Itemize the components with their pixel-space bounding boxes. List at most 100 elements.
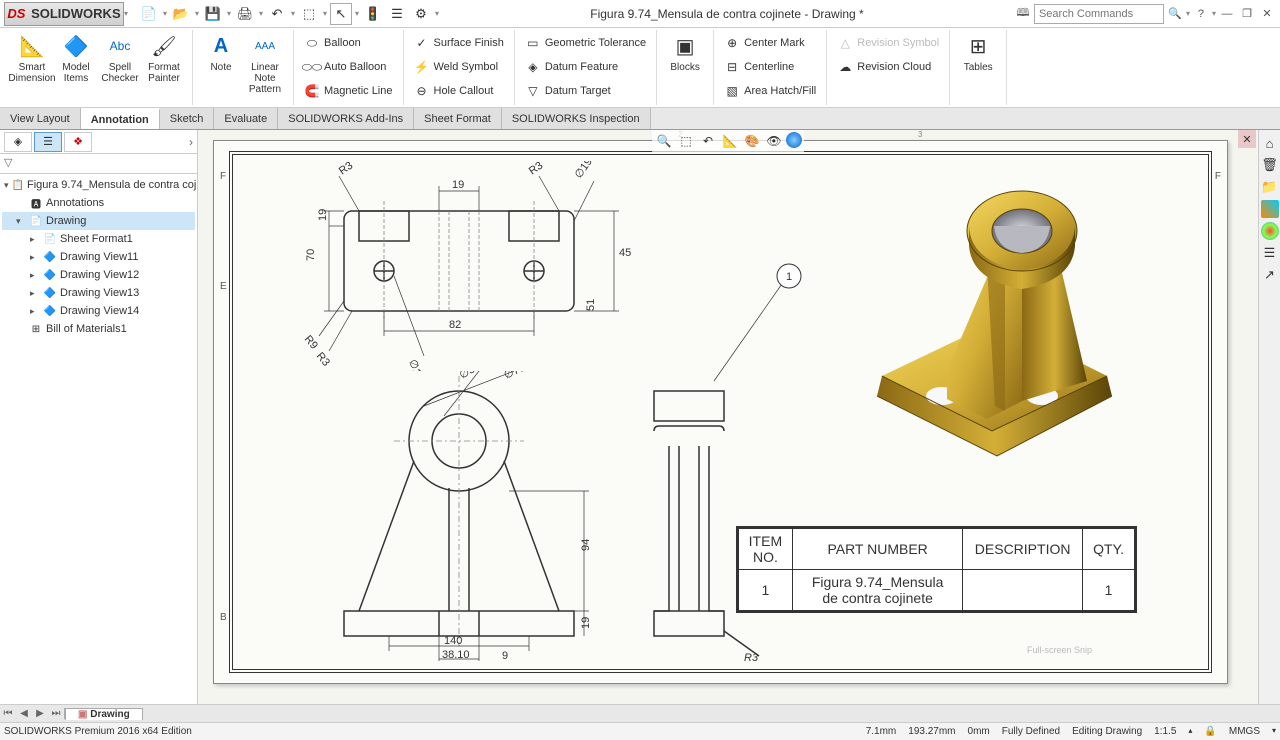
- qat-open[interactable]: 📂: [170, 3, 192, 25]
- center-mark-button[interactable]: ⊕Center Mark: [724, 32, 816, 54]
- sb-tab-2[interactable]: ☰: [34, 132, 62, 152]
- feature-manager-panel: ◈ ☰ ❖ › ▽ ▾📋Figura 9.74_Mensula de contr…: [0, 130, 198, 704]
- magnetic-line-button[interactable]: 🧲Magnetic Line: [304, 80, 393, 102]
- qat-settings[interactable]: ⚙: [410, 3, 432, 25]
- tree-view12[interactable]: ▸🔷Drawing View12: [2, 266, 195, 284]
- tab-view-layout[interactable]: View Layout: [0, 108, 81, 129]
- revision-symbol-button[interactable]: △Revision Symbol: [837, 32, 939, 54]
- rb-file-icon[interactable]: 📁: [1261, 178, 1279, 196]
- vt-section[interactable]: 📐: [720, 132, 740, 150]
- tree-bom[interactable]: ⊞Bill of Materials1: [2, 320, 195, 338]
- tree-sheet-format[interactable]: ▸📄Sheet Format1: [2, 230, 195, 248]
- qat-save[interactable]: 💾: [202, 3, 224, 25]
- geometric-tolerance-button[interactable]: ▭Geometric Tolerance: [525, 32, 646, 54]
- status-lock-icon[interactable]: 🔒: [1204, 726, 1216, 737]
- tab-inspection[interactable]: SOLIDWORKS Inspection: [502, 108, 651, 129]
- restore-button[interactable]: ❐: [1238, 5, 1256, 23]
- balloon-button[interactable]: ⬭Balloon: [304, 32, 393, 54]
- tree-view14[interactable]: ▸🔷Drawing View14: [2, 302, 195, 320]
- area-hatch-button[interactable]: ▧Area Hatch/Fill: [724, 80, 816, 102]
- vt-prev[interactable]: ↶: [698, 132, 718, 150]
- sidebar-collapse-icon[interactable]: ›: [189, 135, 193, 149]
- isometric-view: [847, 171, 1127, 461]
- smart-dimension-button[interactable]: 📐Smart Dimension: [10, 30, 54, 86]
- datum-feature-button[interactable]: ◈Datum Feature: [525, 56, 646, 78]
- rb-palette-icon[interactable]: [1261, 200, 1279, 218]
- linear-note-pattern-button[interactable]: AAALinear Note Pattern: [243, 30, 287, 97]
- search-go-icon[interactable]: 🔍: [1166, 5, 1184, 23]
- auto-balloon-button[interactable]: ⬭⬭Auto Balloon: [304, 56, 393, 78]
- blocks-button[interactable]: ▣Blocks: [663, 30, 707, 75]
- tab-addins[interactable]: SOLIDWORKS Add-Ins: [278, 108, 414, 129]
- status-z: 0mm: [968, 726, 990, 737]
- svg-text:R3: R3: [527, 161, 545, 177]
- vt-display[interactable]: 🎨: [742, 132, 762, 150]
- title-bar: DS SOLIDWORKS ▾ 📄▾ 📂▾ 💾▾ 🖨▾ ↶▾ ⬚▾ ↖▾ 🚦 ☰…: [0, 0, 1280, 28]
- bom-header-item: ITEM NO.: [738, 529, 792, 570]
- drawing-canvas[interactable]: 🔍 ⬚ ↶ 📐 🎨 👁 2 3 F E B F: [198, 130, 1258, 704]
- status-units[interactable]: MMGS: [1229, 726, 1260, 737]
- tree-view13[interactable]: ▸🔷Drawing View13: [2, 284, 195, 302]
- svg-text:51: 51: [585, 299, 597, 311]
- minimize-button[interactable]: —: [1218, 5, 1236, 23]
- status-mode: Editing Drawing: [1072, 726, 1142, 737]
- tree-root[interactable]: ▾📋Figura 9.74_Mensula de contra cojin: [2, 176, 195, 194]
- tables-button[interactable]: ⊞Tables: [956, 30, 1000, 75]
- revision-cloud-button[interactable]: ☁Revision Cloud: [837, 56, 939, 78]
- sidebar-filter[interactable]: ▽: [0, 154, 197, 174]
- close-button[interactable]: ✕: [1258, 5, 1276, 23]
- sb-tab-3[interactable]: ❖: [64, 132, 92, 152]
- doc-close-button[interactable]: ✕: [1238, 130, 1256, 148]
- note-button[interactable]: ANote: [199, 30, 243, 97]
- search-commands-input[interactable]: [1034, 4, 1164, 24]
- sheet-nav-prev[interactable]: ◀: [16, 708, 32, 719]
- vt-style[interactable]: [786, 132, 802, 148]
- vt-zoom-area[interactable]: ⬚: [676, 132, 696, 150]
- rb-home-icon[interactable]: ⌂: [1261, 134, 1279, 152]
- sidebar-tabs: ◈ ☰ ❖ ›: [0, 130, 197, 154]
- search-icon: 🕮: [1014, 5, 1032, 23]
- status-state: Fully Defined: [1002, 726, 1060, 737]
- rb-appearance-icon[interactable]: [1261, 222, 1279, 240]
- qat-new[interactable]: 📄: [138, 3, 160, 25]
- qat-print[interactable]: 🖨: [234, 3, 256, 25]
- rb-props-icon[interactable]: ☰: [1261, 244, 1279, 262]
- help-icon[interactable]: ?: [1192, 5, 1210, 23]
- qat-undo[interactable]: ↶: [266, 3, 288, 25]
- spell-checker-button[interactable]: AbcSpell Checker: [98, 30, 142, 86]
- bom-table[interactable]: ITEM NO. PART NUMBER DESCRIPTION QTY. 1 …: [736, 526, 1137, 613]
- tab-sheet-format[interactable]: Sheet Format: [414, 108, 502, 129]
- sb-tab-1[interactable]: ◈: [4, 132, 32, 152]
- sheet-nav-next[interactable]: ▶: [32, 708, 48, 719]
- qat-select[interactable]: ⬚: [298, 3, 320, 25]
- sheet-tab-drawing[interactable]: ▣ Drawing: [65, 708, 143, 720]
- model-items-button[interactable]: 🔷Model Items: [54, 30, 98, 86]
- status-bar: SOLIDWORKS Premium 2016 x64 Edition 7.1m…: [0, 722, 1280, 740]
- centerline-button[interactable]: ⊟Centerline: [724, 56, 816, 78]
- tree-annotations[interactable]: 🅰Annotations: [2, 194, 195, 212]
- tree-view11[interactable]: ▸🔷Drawing View11: [2, 248, 195, 266]
- rb-forum-icon[interactable]: ↗: [1261, 266, 1279, 284]
- tree-drawing[interactable]: ▾📄Drawing: [2, 212, 195, 230]
- sheet-nav-first[interactable]: ⏮: [0, 708, 16, 719]
- tab-sketch[interactable]: Sketch: [160, 108, 215, 129]
- format-painter-button[interactable]: 🖌Format Painter: [142, 30, 186, 86]
- svg-text:70: 70: [305, 249, 317, 261]
- vt-zoom-fit[interactable]: 🔍: [654, 132, 674, 150]
- status-scale[interactable]: 1:1.5: [1154, 726, 1176, 737]
- rb-library-icon[interactable]: 🗑: [1261, 156, 1279, 174]
- tab-annotation[interactable]: Annotation: [81, 108, 160, 129]
- vt-hide[interactable]: 👁: [764, 132, 784, 150]
- bom-row-1[interactable]: 1 Figura 9.74_Mensula de contra cojinete…: [738, 570, 1134, 611]
- surface-finish-button[interactable]: ✓Surface Finish: [414, 32, 504, 54]
- tab-evaluate[interactable]: Evaluate: [214, 108, 278, 129]
- svg-text:∅70: ∅70: [502, 371, 527, 382]
- svg-text:140: 140: [444, 635, 462, 647]
- qat-rebuild[interactable]: ↖: [330, 3, 352, 25]
- hole-callout-button[interactable]: ⊖Hole Callout: [414, 80, 504, 102]
- datum-target-button[interactable]: ▽Datum Target: [525, 80, 646, 102]
- qat-list[interactable]: ☰: [386, 3, 408, 25]
- sheet-nav-last[interactable]: ⏭: [48, 708, 64, 719]
- weld-symbol-button[interactable]: ⚡Weld Symbol: [414, 56, 504, 78]
- qat-options[interactable]: 🚦: [362, 3, 384, 25]
